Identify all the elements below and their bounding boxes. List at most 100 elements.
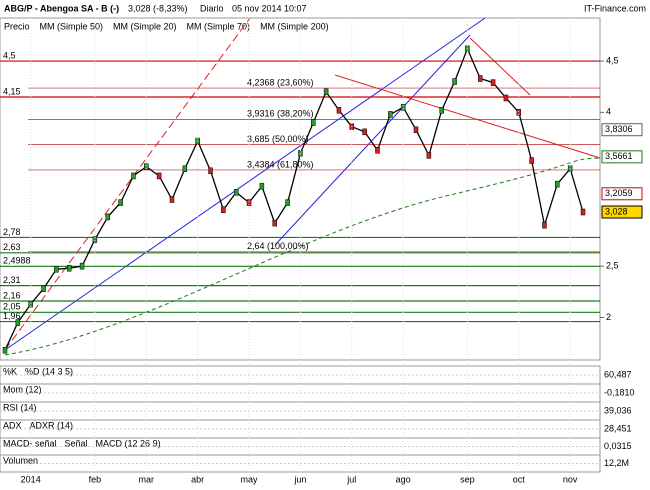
panel-label: %D (14 3 5) [25, 366, 73, 376]
level-label: 2,05 [3, 302, 21, 312]
price-candle [169, 196, 175, 203]
price-candle [221, 206, 226, 214]
price-box-label: 3,8306 [605, 124, 633, 134]
price-candle [426, 152, 432, 159]
price-candle [555, 180, 560, 188]
price-candle [259, 182, 265, 190]
price-candle [439, 107, 444, 114]
legend-entry: MM (Simple 50) [40, 21, 104, 31]
fib-label: 2,64 (100,00%) [247, 241, 309, 251]
price-box-label: 3,028 [605, 206, 628, 216]
fib-label: 4,2368 (23,60%) [247, 77, 314, 87]
chart-title: ABG/P - Abengoa SA - B (-) [4, 3, 119, 13]
panel-label: RSI (14) [3, 402, 37, 412]
price-candle [233, 189, 239, 196]
legend-entry: MM (Simple 20) [113, 21, 177, 31]
x-tick-label: jul [346, 474, 356, 484]
price-box [601, 150, 643, 164]
panel-label: Volumen [3, 455, 38, 465]
price-candle [144, 163, 149, 170]
y-tick-label: 2,5 [606, 261, 619, 271]
price-candle [15, 319, 21, 326]
x-tick-label: feb [89, 474, 102, 484]
x-tick-label: mar [139, 474, 155, 484]
x-tick-label: abr [191, 474, 204, 484]
price-candle [452, 78, 457, 85]
level-label: 2,16 [3, 290, 21, 300]
period: Diario [200, 3, 224, 13]
brand: IT-Finance.com [584, 3, 646, 13]
price-candle [208, 167, 213, 175]
price-box [601, 123, 643, 137]
price-line [4, 47, 584, 351]
price-box-label: 3,5661 [605, 151, 633, 161]
panel-label: ADXR (14) [30, 420, 74, 430]
price-box [601, 205, 643, 219]
level-label: 2,63 [3, 242, 21, 252]
panel-label: Mom (12) [3, 384, 42, 394]
price-candle [246, 199, 252, 206]
price-candle [413, 126, 419, 134]
x-tick-label: 2014 [21, 474, 41, 484]
price-candle [516, 109, 522, 116]
price-box [601, 187, 643, 201]
panel-readout: -0,1810 [604, 387, 635, 397]
legend-entry: MM (Simple 70) [187, 21, 251, 31]
price-candle [580, 208, 586, 216]
level-label: 2,78 [3, 227, 21, 237]
price-candle [2, 347, 8, 354]
level-label: 4,15 [3, 86, 21, 96]
price-candle [323, 88, 329, 96]
price-candle [28, 300, 33, 308]
x-tick-label: sep [460, 474, 475, 484]
price-candle [105, 213, 111, 221]
price-candle [156, 172, 162, 180]
panel-label: MACD- señal [3, 438, 57, 448]
y-tick-label: 4 [606, 107, 611, 117]
trend-lines [4, 17, 601, 356]
price-candle [66, 264, 72, 272]
price-candle [388, 111, 393, 118]
x-tick-label: may [241, 474, 259, 484]
price-candle [336, 107, 342, 114]
price-candle [131, 172, 136, 180]
price-candle [182, 165, 188, 172]
panel-label: MACD (12 26 9) [96, 438, 161, 448]
panel-readout: 60,487 [604, 369, 632, 379]
price-candle [477, 75, 483, 82]
price-candle [529, 157, 534, 164]
price-candle [400, 103, 406, 111]
quote: 3,028 (-8,33%) [128, 3, 188, 13]
panel-readout: 39,036 [604, 405, 632, 415]
panel-label: %K [3, 366, 17, 376]
price-candle [503, 94, 509, 102]
panel-readout: 28,451 [604, 423, 632, 433]
price-candle [54, 265, 59, 273]
price-candle [272, 219, 277, 227]
price-candle [285, 199, 290, 206]
panel-label: Señal [65, 438, 88, 448]
panel-label: ADX [3, 420, 22, 430]
price-candle [311, 119, 316, 126]
y-tick-label: 2 [606, 312, 611, 322]
x-tick-label: oct [513, 474, 526, 484]
fib-label: 3,4384 (61,80%) [247, 159, 314, 169]
price-box-label: 3,2059 [605, 188, 633, 198]
legend-entry: MM (Simple 200) [260, 21, 329, 31]
level-label: 4,5 [3, 50, 16, 60]
y-tick-label: 4,5 [606, 55, 619, 65]
price-candle [542, 221, 547, 229]
x-tick-label: jun [293, 474, 306, 484]
price-candle [41, 285, 46, 292]
price-candle [375, 147, 380, 154]
panel-readout: 12,2M [604, 458, 629, 468]
x-tick-label: nov [563, 474, 578, 484]
price-candle [362, 128, 367, 136]
level-label: 1,96 [3, 311, 21, 321]
timestamp: 05 nov 2014 10:07 [232, 3, 307, 13]
price-candle [118, 199, 123, 206]
level-label: 2,4988 [3, 256, 31, 266]
price-candle [490, 79, 496, 86]
legend-entry: Precio [4, 21, 30, 31]
